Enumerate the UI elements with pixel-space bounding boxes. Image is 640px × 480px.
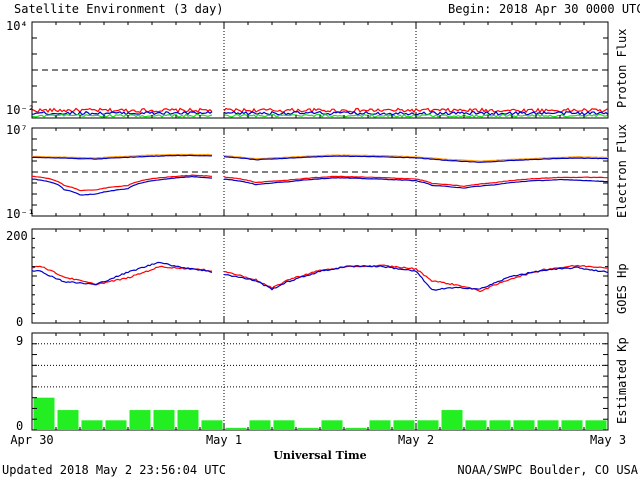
electron-panel-frame — [31, 127, 609, 217]
electron-series-orange-line — [31, 153, 609, 162]
begin-value: 2018 Apr 30 0000 UTC — [499, 2, 640, 16]
kp-bar — [345, 427, 367, 430]
kp-bar — [417, 420, 439, 430]
kp-bar — [561, 420, 583, 430]
begin-label: Begin: — [448, 2, 491, 16]
kp-bar — [177, 410, 199, 430]
kp-bar — [57, 410, 79, 430]
xtick-may1: May 1 — [206, 433, 242, 447]
noaa-credit: NOAA/SWPC Boulder, CO USA — [457, 463, 638, 477]
kp-bar — [513, 420, 535, 430]
goes-ytick-top: 200 — [6, 229, 28, 243]
kp-bar — [537, 420, 559, 430]
kp-ytick-bottom: 0 — [16, 419, 23, 433]
kp-bar — [321, 420, 343, 430]
electron-series-blue-line — [32, 154, 609, 163]
goes_hp-series-blue-line — [31, 261, 609, 291]
xtick-may2: May 2 — [398, 433, 434, 447]
kp-panel-frame — [31, 332, 609, 431]
kp-bar — [585, 420, 607, 430]
goes_hp-series-red-line — [31, 264, 609, 293]
electron-series-red-line — [31, 174, 609, 192]
data-layer — [31, 107, 609, 430]
kp-bar — [129, 410, 151, 430]
proton-flux-label: Proton Flux — [615, 29, 629, 108]
tick-marks — [31, 21, 609, 431]
kp-bar — [81, 420, 103, 430]
kp-bar — [393, 420, 415, 430]
xtick-may3: May 3 — [590, 433, 626, 447]
x-axis-label: Universal Time — [273, 449, 366, 462]
kp-bar — [201, 420, 223, 430]
proton-ytick-top: 10⁴ — [6, 19, 28, 33]
goes-hp-label: GOES Hp — [615, 263, 629, 314]
kp-bar — [249, 420, 271, 430]
kp-bar — [369, 420, 391, 430]
kp-bar — [297, 427, 319, 430]
proton-ytick-bottom: 10⁻² — [6, 103, 35, 117]
updated-timestamp: Updated 2018 May 2 23:56:04 UTC — [2, 463, 226, 477]
electron-ytick-top: 10⁷ — [6, 123, 28, 137]
electron-flux-label: Electron Flux — [615, 124, 629, 218]
goes-ytick-bottom: 0 — [16, 315, 23, 329]
electron-ytick-bottom: 10⁻¹ — [6, 207, 35, 221]
kp-bar — [33, 397, 55, 430]
proton-panel-frame — [31, 21, 609, 119]
estimated-kp-label: Estimated Kp — [615, 337, 629, 424]
kp-ytick-top: 9 — [16, 334, 23, 348]
kp-bar — [465, 420, 487, 430]
kp-bar — [153, 410, 175, 430]
kp-bar — [273, 420, 295, 430]
chart-title: Satellite Environment (3 day) — [14, 2, 224, 16]
xtick-apr30: Apr 30 — [10, 433, 53, 447]
electron-series-blue-line — [31, 175, 609, 196]
kp-bar — [225, 427, 247, 430]
kp-bar — [441, 410, 463, 430]
kp-bar — [489, 420, 511, 430]
reference-lines — [32, 22, 608, 430]
kp-bar — [105, 420, 127, 430]
